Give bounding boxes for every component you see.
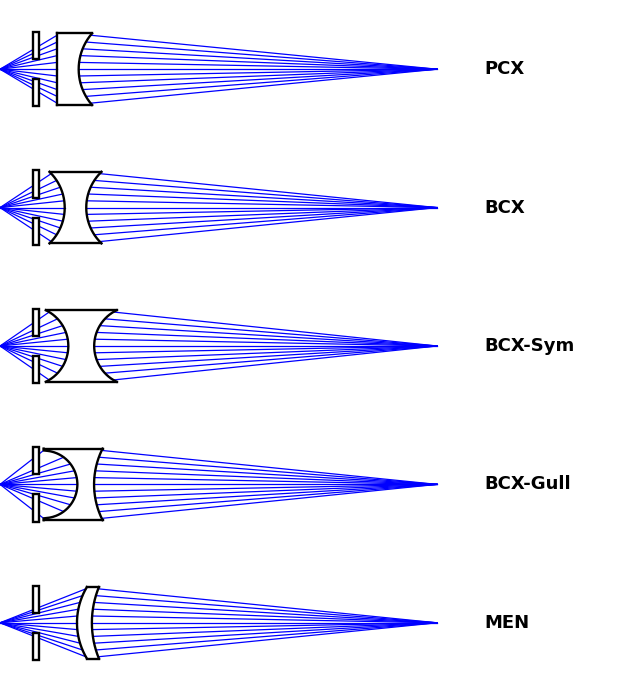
Bar [33, 585, 39, 613]
Text: BCX-Sym: BCX-Sym [484, 337, 575, 355]
Bar [33, 170, 39, 198]
Bar [33, 632, 39, 660]
Bar [33, 494, 39, 522]
Text: BCX: BCX [484, 199, 525, 217]
Bar [33, 309, 39, 336]
Bar [33, 79, 39, 107]
Bar [33, 32, 39, 60]
Text: BCX-Gull: BCX-Gull [484, 475, 571, 493]
Text: MEN: MEN [484, 614, 529, 632]
Text: PCX: PCX [484, 60, 525, 78]
Bar [33, 447, 39, 475]
Bar [33, 356, 39, 383]
Bar [33, 217, 39, 245]
